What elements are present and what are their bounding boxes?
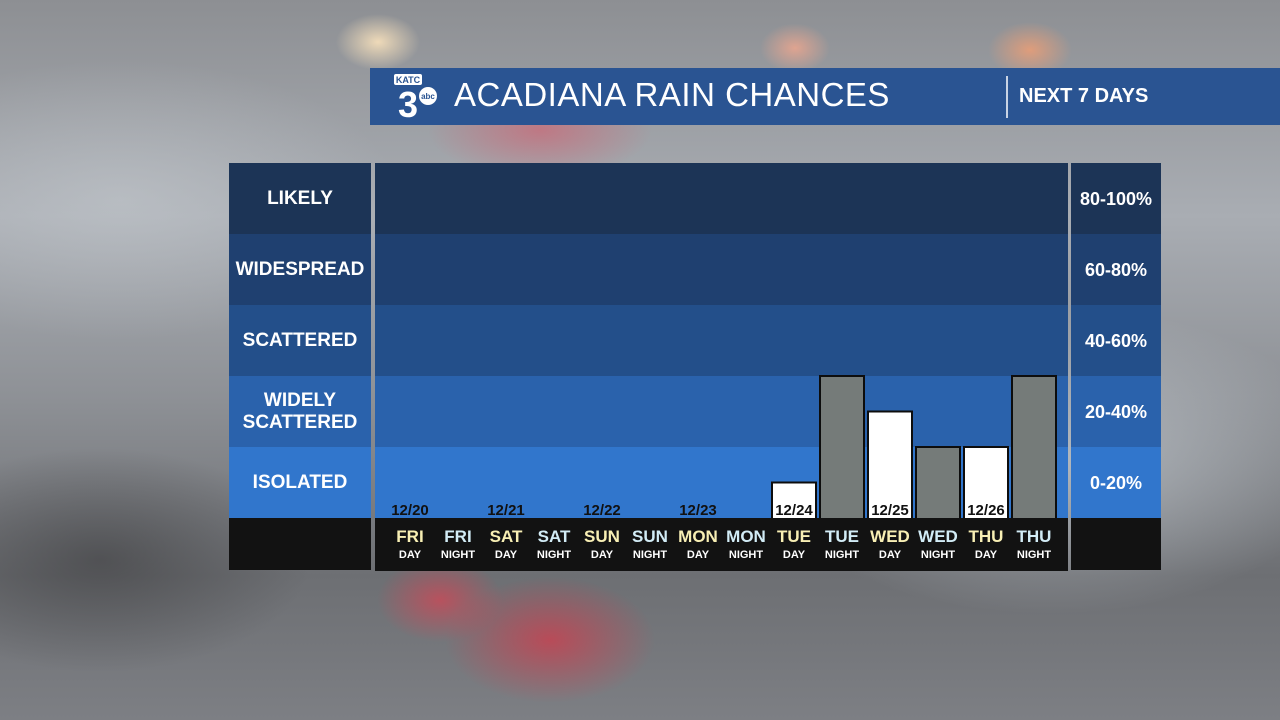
day-name: FRI bbox=[396, 527, 424, 546]
day-label-wed-day: WED DAY bbox=[866, 518, 914, 562]
range-panel: 80-100% 60-80% 40-60% 20-40% 0-20% bbox=[1071, 163, 1161, 570]
category-scattered: SCATTERED bbox=[229, 305, 371, 376]
day-label-mon-day: MON DAY bbox=[674, 518, 722, 562]
date-label: 12/23 bbox=[679, 502, 717, 518]
date-label: 12/25 bbox=[871, 502, 909, 518]
day-label-thu-night: THU NIGHT bbox=[1010, 518, 1058, 562]
day-label-thu-day: THU DAY bbox=[962, 518, 1010, 562]
day-part: DAY bbox=[782, 549, 806, 561]
day-label-sat-night: SAT NIGHT bbox=[530, 518, 578, 562]
day-label-tue-day: TUE DAY bbox=[770, 518, 818, 562]
date-label: 12/20 bbox=[391, 502, 429, 518]
range-20-40: 20-40% bbox=[1071, 376, 1161, 447]
day-part: DAY bbox=[494, 549, 518, 561]
category-panel: LIKELY WIDESPREAD SCATTERED WIDELY SCATT… bbox=[229, 163, 371, 570]
bar-wed-night bbox=[915, 446, 961, 518]
date-label: 12/22 bbox=[583, 502, 621, 518]
date-label: 12/21 bbox=[487, 502, 525, 518]
day-name: TUE bbox=[825, 527, 859, 546]
day-part: NIGHT bbox=[536, 549, 572, 561]
band-likely bbox=[375, 163, 1068, 234]
day-label-tue-night: TUE NIGHT bbox=[818, 518, 866, 562]
day-label-fri-day: FRI DAY bbox=[386, 518, 434, 562]
day-part: DAY bbox=[398, 549, 422, 561]
range-0-20: 0-20% bbox=[1071, 447, 1161, 518]
day-part: DAY bbox=[590, 549, 614, 561]
header-bar: KATC 3 abc ACADIANA RAIN CHANCES NEXT 7 … bbox=[370, 68, 1280, 125]
bar-thu-night bbox=[1011, 375, 1057, 518]
header-divider bbox=[1006, 76, 1008, 118]
day-name: TUE bbox=[777, 527, 811, 546]
bar-tue-night bbox=[819, 375, 865, 518]
page-title: ACADIANA RAIN CHANCES bbox=[454, 76, 890, 113]
category-panel-footer bbox=[229, 518, 371, 570]
day-part: NIGHT bbox=[920, 549, 956, 561]
bar-wed-day bbox=[867, 410, 913, 518]
day-part: DAY bbox=[878, 549, 902, 561]
category-widely-scattered-label: WIDELY SCATTERED bbox=[242, 389, 358, 433]
day-name: SUN bbox=[584, 527, 620, 546]
day-part: NIGHT bbox=[824, 549, 860, 561]
logo-call-letters: KATC bbox=[396, 75, 421, 85]
day-name: SAT bbox=[489, 527, 523, 546]
day-name: MON bbox=[726, 527, 766, 546]
day-label-wed-night: WED NIGHT bbox=[914, 518, 962, 562]
range-80-100: 80-100% bbox=[1071, 163, 1161, 234]
day-part: NIGHT bbox=[440, 549, 476, 561]
day-part: DAY bbox=[974, 549, 998, 561]
day-name: THU bbox=[1016, 527, 1052, 546]
category-likely: LIKELY bbox=[229, 163, 371, 234]
day-label-sat-day: SAT DAY bbox=[482, 518, 530, 562]
date-label: 12/24 bbox=[775, 502, 813, 518]
range-60-80: 60-80% bbox=[1071, 234, 1161, 305]
date-label: 12/26 bbox=[967, 502, 1005, 518]
day-part: DAY bbox=[686, 549, 710, 561]
band-widespread bbox=[375, 234, 1068, 305]
plot-area: 12/20 12/21 12/22 12/23 12/24 12/25 12/26 bbox=[375, 163, 1068, 518]
day-label-sun-day: SUN DAY bbox=[578, 518, 626, 562]
day-name: FRI bbox=[444, 527, 472, 546]
day-name: SAT bbox=[537, 527, 571, 546]
day-name: SUN bbox=[632, 527, 668, 546]
day-name: THU bbox=[968, 527, 1004, 546]
day-label-mon-night: MON NIGHT bbox=[722, 518, 770, 562]
logo-network: abc bbox=[421, 92, 435, 101]
day-label-fri-night: FRI NIGHT bbox=[434, 518, 482, 562]
rain-chance-chart: 12/20 12/21 12/22 12/23 12/24 12/25 12/26 bbox=[391, 375, 1057, 518]
katc-logo-icon: KATC 3 abc bbox=[394, 74, 437, 121]
band-widely-scattered bbox=[375, 376, 1068, 447]
day-part: NIGHT bbox=[632, 549, 668, 561]
day-labels-row: FRI DAY FRI NIGHT SAT DAY SAT NIGHT SUN DAY SUN NIG… bbox=[375, 518, 1068, 571]
category-isolated: ISOLATED bbox=[229, 447, 371, 518]
range-panel-footer bbox=[1071, 518, 1161, 570]
category-widespread: WIDESPREAD bbox=[229, 234, 371, 305]
day-name: WED bbox=[870, 527, 910, 546]
range-40-60: 40-60% bbox=[1071, 305, 1161, 376]
day-label-sun-night: SUN NIGHT bbox=[626, 518, 674, 562]
day-name: WED bbox=[918, 527, 958, 546]
logo-number: 3 bbox=[398, 84, 418, 121]
day-part: NIGHT bbox=[728, 549, 764, 561]
band-scattered bbox=[375, 305, 1068, 376]
page-subtitle: NEXT 7 DAYS bbox=[1019, 85, 1149, 107]
bar-tue-day bbox=[771, 481, 817, 518]
day-part: NIGHT bbox=[1016, 549, 1052, 561]
day-name: MON bbox=[678, 527, 718, 546]
bar-thu-day bbox=[963, 446, 1009, 518]
category-widely-scattered: WIDELY SCATTERED bbox=[229, 376, 371, 447]
